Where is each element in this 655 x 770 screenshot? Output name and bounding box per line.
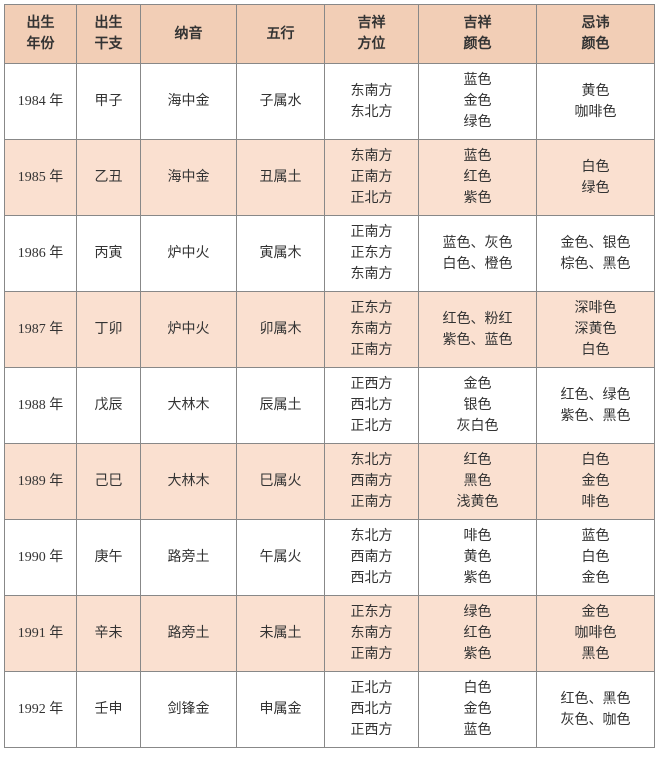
table-cell: 金色、银色 棕色、黑色 bbox=[537, 216, 655, 292]
table-cell: 白色 金色 啡色 bbox=[537, 444, 655, 520]
table-cell: 黄色 咖啡色 bbox=[537, 64, 655, 140]
table-cell: 东南方 正南方 正北方 bbox=[325, 140, 419, 216]
table-cell: 红色、绿色 紫色、黑色 bbox=[537, 368, 655, 444]
table-cell: 剑锋金 bbox=[141, 672, 237, 748]
table-cell: 啡色 黄色 紫色 bbox=[419, 520, 537, 596]
table-cell: 卯属木 bbox=[237, 292, 325, 368]
table-cell: 正东方 东南方 正南方 bbox=[325, 292, 419, 368]
table-row: 1989 年己巳大林木巳属火东北方 西南方 正南方红色 黑色 浅黄色白色 金色 … bbox=[5, 444, 655, 520]
table-cell: 蓝色 白色 金色 bbox=[537, 520, 655, 596]
table-cell: 正南方 正东方 东南方 bbox=[325, 216, 419, 292]
table-cell: 白色 金色 蓝色 bbox=[419, 672, 537, 748]
table-cell: 蓝色 红色 紫色 bbox=[419, 140, 537, 216]
table-cell: 东北方 西南方 正南方 bbox=[325, 444, 419, 520]
col-header-ganzhi: 出生 干支 bbox=[77, 5, 141, 64]
table-cell: 东北方 西南方 西北方 bbox=[325, 520, 419, 596]
table-row: 1984 年甲子海中金子属水东南方 东北方蓝色 金色 绿色黄色 咖啡色 bbox=[5, 64, 655, 140]
table-cell: 寅属木 bbox=[237, 216, 325, 292]
table-cell: 戊辰 bbox=[77, 368, 141, 444]
table-cell: 未属土 bbox=[237, 596, 325, 672]
table-cell: 红色、黑色 灰色、咖色 bbox=[537, 672, 655, 748]
table-cell: 1985 年 bbox=[5, 140, 77, 216]
table-cell: 1987 年 bbox=[5, 292, 77, 368]
table-cell: 甲子 bbox=[77, 64, 141, 140]
table-cell: 1984 年 bbox=[5, 64, 77, 140]
col-header-nayin: 纳音 bbox=[141, 5, 237, 64]
table-cell: 1992 年 bbox=[5, 672, 77, 748]
col-header-unlucky-color: 忌讳 颜色 bbox=[537, 5, 655, 64]
table-cell: 金色 银色 灰白色 bbox=[419, 368, 537, 444]
table-cell: 蓝色、灰色 白色、橙色 bbox=[419, 216, 537, 292]
table-cell: 丁卯 bbox=[77, 292, 141, 368]
table-row: 1991 年辛未路旁土未属土正东方 东南方 正南方绿色 红色 紫色金色 咖啡色 … bbox=[5, 596, 655, 672]
table-cell: 正北方 西北方 正西方 bbox=[325, 672, 419, 748]
table-cell: 辛未 bbox=[77, 596, 141, 672]
table-cell: 乙丑 bbox=[77, 140, 141, 216]
table-cell: 路旁土 bbox=[141, 596, 237, 672]
table-cell: 1991 年 bbox=[5, 596, 77, 672]
table-cell: 红色、粉红 紫色、蓝色 bbox=[419, 292, 537, 368]
table-cell: 路旁土 bbox=[141, 520, 237, 596]
table-cell: 海中金 bbox=[141, 64, 237, 140]
table-cell: 1989 年 bbox=[5, 444, 77, 520]
col-header-year: 出生 年份 bbox=[5, 5, 77, 64]
table-cell: 正东方 东南方 正南方 bbox=[325, 596, 419, 672]
col-header-lucky-color: 吉祥 颜色 bbox=[419, 5, 537, 64]
table-cell: 金色 咖啡色 黑色 bbox=[537, 596, 655, 672]
table-cell: 大林木 bbox=[141, 368, 237, 444]
table-body: 1984 年甲子海中金子属水东南方 东北方蓝色 金色 绿色黄色 咖啡色1985 … bbox=[5, 64, 655, 748]
col-header-wuxing: 五行 bbox=[237, 5, 325, 64]
table-header: 出生 年份 出生 干支 纳音 五行 吉祥 方位 吉祥 颜色 忌讳 颜色 bbox=[5, 5, 655, 64]
table-row: 1986 年丙寅炉中火寅属木正南方 正东方 东南方蓝色、灰色 白色、橙色金色、银… bbox=[5, 216, 655, 292]
table-row: 1992 年壬申剑锋金申属金正北方 西北方 正西方白色 金色 蓝色红色、黑色 灰… bbox=[5, 672, 655, 748]
table-cell: 申属金 bbox=[237, 672, 325, 748]
table-cell: 1990 年 bbox=[5, 520, 77, 596]
table-cell: 壬申 bbox=[77, 672, 141, 748]
table-cell: 绿色 红色 紫色 bbox=[419, 596, 537, 672]
table-cell: 1986 年 bbox=[5, 216, 77, 292]
table-cell: 红色 黑色 浅黄色 bbox=[419, 444, 537, 520]
table-cell: 丑属土 bbox=[237, 140, 325, 216]
table-cell: 午属火 bbox=[237, 520, 325, 596]
table-cell: 海中金 bbox=[141, 140, 237, 216]
table-cell: 白色 绿色 bbox=[537, 140, 655, 216]
table-cell: 巳属火 bbox=[237, 444, 325, 520]
table-row: 1990 年庚午路旁土午属火东北方 西南方 西北方啡色 黄色 紫色蓝色 白色 金… bbox=[5, 520, 655, 596]
table-cell: 丙寅 bbox=[77, 216, 141, 292]
table-cell: 大林木 bbox=[141, 444, 237, 520]
table-cell: 蓝色 金色 绿色 bbox=[419, 64, 537, 140]
table-cell: 辰属土 bbox=[237, 368, 325, 444]
table-cell: 炉中火 bbox=[141, 216, 237, 292]
table-row: 1985 年乙丑海中金丑属土东南方 正南方 正北方蓝色 红色 紫色白色 绿色 bbox=[5, 140, 655, 216]
table-cell: 东南方 东北方 bbox=[325, 64, 419, 140]
col-header-direction: 吉祥 方位 bbox=[325, 5, 419, 64]
zodiac-table: 出生 年份 出生 干支 纳音 五行 吉祥 方位 吉祥 颜色 忌讳 颜色 1984… bbox=[4, 4, 655, 748]
table-cell: 子属水 bbox=[237, 64, 325, 140]
table-cell: 正西方 西北方 正北方 bbox=[325, 368, 419, 444]
table-cell: 1988 年 bbox=[5, 368, 77, 444]
table-cell: 深啡色 深黄色 白色 bbox=[537, 292, 655, 368]
table-row: 1988 年戊辰大林木辰属土正西方 西北方 正北方金色 银色 灰白色红色、绿色 … bbox=[5, 368, 655, 444]
table-cell: 庚午 bbox=[77, 520, 141, 596]
table-cell: 己巳 bbox=[77, 444, 141, 520]
table-row: 1987 年丁卯炉中火卯属木正东方 东南方 正南方红色、粉红 紫色、蓝色深啡色 … bbox=[5, 292, 655, 368]
table-cell: 炉中火 bbox=[141, 292, 237, 368]
